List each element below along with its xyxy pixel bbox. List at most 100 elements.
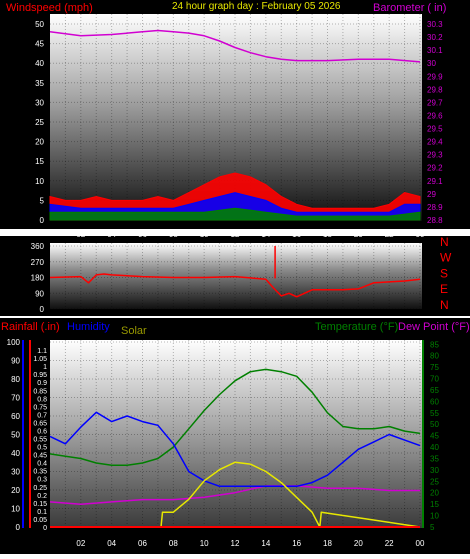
wind-y-tick-label: 50 xyxy=(35,20,44,29)
rainfall-axis-label: Rainfall (.in) xyxy=(1,321,60,333)
compass-letter: W xyxy=(440,251,452,265)
baro-y-tick-label: 29.7 xyxy=(427,98,443,107)
humidity-y-tick-label: 10 xyxy=(11,505,20,514)
humidity-axis-label: Humidity xyxy=(67,321,110,333)
wind-y-tick-label: 5 xyxy=(40,196,45,205)
baro-y-tick-label: 29.8 xyxy=(427,85,443,94)
x-tick-label: 18 xyxy=(323,230,332,239)
baro-y-tick-label: 29.6 xyxy=(427,111,443,120)
x-tick-label: 10 xyxy=(200,539,209,548)
baro-y-tick-label: 29.4 xyxy=(427,138,443,147)
windspeed-axis-label: Windspeed (mph) xyxy=(6,2,93,14)
x-tick-label: 18 xyxy=(323,539,332,548)
x-tick-label: 12 xyxy=(231,230,240,239)
x-tick-label: 02 xyxy=(76,539,85,548)
wind-y-tick-label: 30 xyxy=(35,98,44,107)
rain-y-tick-label: 1 xyxy=(43,364,47,371)
rain-y-tick-label: 0.05 xyxy=(33,517,47,524)
rain-y-tick-label: 0.45 xyxy=(33,453,47,460)
temp-y-tick-label: 50 xyxy=(430,420,439,429)
baro-y-tick-label: 29.5 xyxy=(427,125,443,134)
temp-y-tick-label: 80 xyxy=(430,352,439,361)
baro-y-tick-label: 30.2 xyxy=(427,33,443,42)
temp-y-tick-label: 60 xyxy=(430,397,439,406)
temp-y-tick-label: 15 xyxy=(430,500,439,509)
wind-lull-series xyxy=(49,207,421,221)
compass-letter: E xyxy=(440,282,448,296)
rain-y-tick-label: 0.4 xyxy=(37,461,47,468)
rain-y-tick-label: 0.55 xyxy=(33,437,47,444)
rain-y-tick-label: 0.2 xyxy=(37,493,47,500)
wind-y-tick-label: 35 xyxy=(35,79,44,88)
baro-y-tick-label: 30 xyxy=(427,59,436,68)
temp-y-tick-label: 25 xyxy=(430,477,439,486)
rain-y-tick-label: 0.6 xyxy=(37,428,47,435)
rain-y-tick-label: 0.7 xyxy=(37,412,47,419)
x-tick-label: 08 xyxy=(169,230,178,239)
humidity-y-tick-label: 90 xyxy=(11,357,20,366)
direction-y-tick-label: 360 xyxy=(31,242,45,251)
rain-y-tick-label: 0.25 xyxy=(33,485,47,492)
rain-y-tick-label: 0.15 xyxy=(33,501,47,508)
rain-y-tick-label: 0.75 xyxy=(33,404,47,411)
x-tick-label: 16 xyxy=(292,539,301,548)
temperature-axis-label: Temperature (°F) xyxy=(315,321,398,333)
dewpoint-axis-label: Dew Point (°F) xyxy=(398,321,470,333)
rain-y-tick-label: 0.1 xyxy=(37,509,47,516)
direction-y-tick-label: 90 xyxy=(35,289,44,298)
rain-y-tick-label: 0.3 xyxy=(37,477,47,484)
direction-y-tick-label: 270 xyxy=(31,258,45,267)
humidity-y-tick-label: 60 xyxy=(11,412,20,421)
rain-y-tick-label: 0.65 xyxy=(33,420,47,427)
x-tick-label: 10 xyxy=(200,230,209,239)
compass-letter: N xyxy=(440,235,449,249)
humidity-y-tick-label: 50 xyxy=(11,431,20,440)
temp-y-tick-label: 85 xyxy=(430,340,439,349)
humidity-y-tick-label: 20 xyxy=(11,486,20,495)
wind-y-tick-label: 20 xyxy=(35,138,44,147)
rain-y-tick-label: 0.95 xyxy=(33,372,47,379)
x-tick-label: 14 xyxy=(261,230,270,239)
x-tick-label: 00 xyxy=(416,230,425,239)
baro-y-tick-label: 28.9 xyxy=(427,203,443,212)
solar-axis-label: Solar xyxy=(121,325,147,337)
rain-y-tick-label: 0.85 xyxy=(33,388,47,395)
direction-y-tick-label: 0 xyxy=(40,305,45,314)
temp-y-tick-label: 5 xyxy=(430,523,435,532)
wind-y-tick-label: 15 xyxy=(35,157,44,166)
dewpoint-series xyxy=(49,485,420,505)
baro-y-tick-label: 29 xyxy=(427,190,436,199)
baro-y-tick-label: 29.9 xyxy=(427,72,443,81)
x-tick-label: 06 xyxy=(138,230,147,239)
axis-ticks: 0510152025303540455028.828.92929.129.229… xyxy=(7,20,443,548)
data-series xyxy=(49,29,421,528)
x-tick-label: 04 xyxy=(107,230,116,239)
baro-y-tick-label: 29.2 xyxy=(427,164,443,173)
x-tick-label: 14 xyxy=(261,539,270,548)
humidity-y-tick-label: 70 xyxy=(11,394,20,403)
wind-y-tick-label: 0 xyxy=(40,216,45,225)
baro-y-tick-label: 29.3 xyxy=(427,151,443,160)
compass-letter: N xyxy=(440,298,449,312)
temp-y-tick-label: 20 xyxy=(430,489,439,498)
baro-y-tick-label: 29.1 xyxy=(427,177,443,186)
temp-y-tick-label: 70 xyxy=(430,375,439,384)
wind-direction-series xyxy=(49,273,421,298)
direction-y-tick-label: 180 xyxy=(31,274,45,283)
wind-y-tick-label: 10 xyxy=(35,177,44,186)
compass-letter: S xyxy=(440,266,448,280)
rain-y-tick-label: 1.1 xyxy=(37,348,47,355)
temp-y-tick-label: 55 xyxy=(430,409,439,418)
rain-y-tick-label: 0.9 xyxy=(37,380,47,387)
wind-y-tick-label: 45 xyxy=(35,40,44,49)
temp-y-tick-label: 30 xyxy=(430,466,439,475)
temp-y-tick-label: 75 xyxy=(430,363,439,372)
temp-y-tick-label: 65 xyxy=(430,386,439,395)
humidity-y-tick-label: 30 xyxy=(11,468,20,477)
x-tick-label: 20 xyxy=(354,230,363,239)
x-tick-label: 16 xyxy=(292,230,301,239)
humidity-y-tick-label: 100 xyxy=(7,338,21,347)
baro-y-tick-label: 30.1 xyxy=(427,46,443,55)
